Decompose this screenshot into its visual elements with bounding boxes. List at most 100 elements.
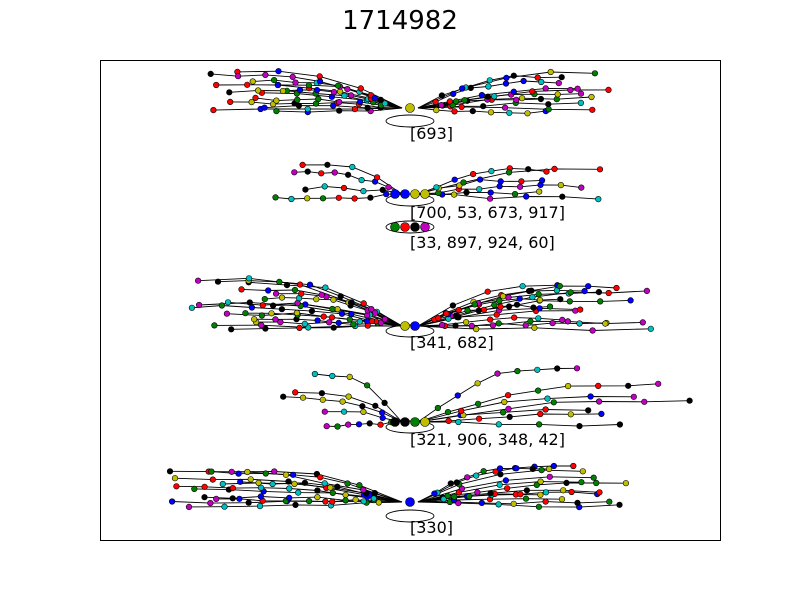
tree-node [306,281,314,288]
tree-node [516,183,524,190]
tree-node [261,104,268,111]
tree-node [555,79,562,87]
tree-node [248,98,255,106]
tree-node [511,314,518,321]
tree-node [595,289,603,296]
tree-edge [211,471,403,503]
tree-node [518,178,525,185]
tree-node [270,302,277,309]
tree-node [385,184,392,191]
tree-node [349,163,356,171]
tree-node [290,471,297,478]
tree-edge [417,285,617,327]
tree-node [458,407,465,415]
tree-node [460,179,467,186]
tree-node [537,491,544,498]
tree-node [256,503,264,510]
tree-node [273,290,280,297]
tree-node [443,310,450,317]
tree-node [271,76,278,84]
tree-node [573,365,581,372]
tree-node [535,421,543,428]
tree-node [296,86,304,94]
tree-node [432,98,439,106]
tree-node [299,161,306,168]
tree-node [379,186,386,193]
tree-node [538,78,545,86]
tree-node [487,490,494,497]
tree-node [258,322,265,329]
tree-node [578,184,585,191]
tree-node [464,474,471,481]
tree-node [529,465,536,473]
tree-node [513,301,521,308]
tree-node [246,299,253,306]
label-layer: [693] [700, 53, 673, 917] [33, 897, 924, 6… [410,124,565,537]
figure-title: 1714982 [342,6,458,36]
tree-node [605,86,612,93]
tree-node [568,488,575,496]
tree-node [576,320,583,327]
tree-node [501,398,508,406]
tree-node [257,493,265,500]
cluster-label: [33, 897, 924, 60] [410,233,555,252]
self-loop [385,193,435,207]
tree-node [383,191,390,198]
tree-node [577,99,585,106]
tree-node [522,322,529,329]
tree-node [296,281,304,288]
tree-node [282,471,290,478]
tree-node [302,186,309,193]
tree-node [545,106,552,113]
tree-node [590,474,597,481]
tree-node [291,169,298,176]
tree-node [269,480,276,488]
tree-node [564,383,572,390]
tree-node [514,368,521,375]
tree-node [449,302,457,309]
tree-node [346,373,353,381]
tree-node [535,315,542,322]
hub-node [410,321,420,331]
tree-node [273,107,280,115]
tree-node [510,72,517,79]
cluster-label: [693] [410,124,453,143]
tree-node [566,298,573,305]
tree-node [489,322,497,329]
tree-node [496,297,503,304]
tree-node [602,320,609,327]
tree-node [237,478,244,485]
tree-node [485,83,492,90]
tree-node [567,411,574,418]
tree-node [255,479,262,487]
tree-node [519,283,526,290]
tree-node [298,290,305,297]
tree-node [551,165,558,172]
tree-node [435,315,442,322]
tree-node [334,483,341,490]
tree-node [595,398,603,405]
tree-node [452,322,459,329]
tree-node [567,289,574,296]
hub-node [410,417,420,427]
tree-node [299,394,307,401]
tree-node [235,470,242,477]
tree-node [258,312,266,319]
tree-node [469,107,476,115]
tree-node [242,310,249,317]
tree-node [516,295,523,302]
tree-node [587,393,594,400]
tree-node [574,499,581,507]
tree-node [461,97,468,104]
tree-node [277,319,284,326]
tree-node [335,82,342,89]
tree-node [505,392,512,399]
tree-node [686,397,693,404]
tree-node [329,305,336,313]
tree-node [296,324,303,332]
tree-node [453,98,460,105]
cluster-label: [330] [410,518,453,537]
tree-node [275,68,282,75]
tree-node [616,501,623,508]
tree-node [434,404,442,412]
